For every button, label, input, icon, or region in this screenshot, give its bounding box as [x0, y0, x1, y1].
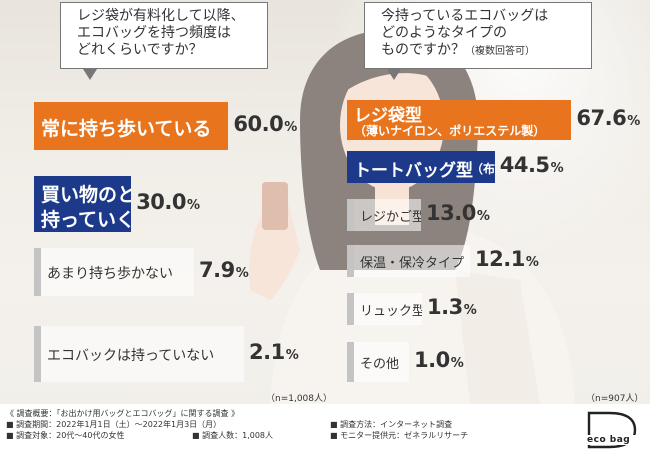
value-label: 7.9%: [199, 258, 249, 282]
bar-label: （薄いナイロン、ポリエステル製）: [354, 124, 546, 138]
bar-4: 保温・保冷タイプ: [347, 245, 470, 277]
bar-label: レジ袋型: [354, 106, 422, 126]
left-question-box: レジ袋が有料化して以降、 エコバッグを持つ頻度は どれくらいですか？: [60, 2, 268, 80]
footer-count: ■ 調査人数：1,008人: [192, 431, 274, 440]
bar-label: リュック型: [360, 304, 422, 319]
value-unit: %: [187, 198, 200, 213]
right-question-line-3: ものですか？: [381, 42, 465, 58]
value-unit: %: [284, 120, 297, 135]
value-number: 1.0: [414, 348, 450, 372]
value-unit: %: [476, 209, 490, 224]
value-label: 67.6%: [576, 106, 640, 130]
bar-label: エコバックは持っていない: [47, 348, 215, 364]
left-question-line-1: レジ袋が有料化して以降、: [77, 8, 245, 24]
value-number: 13.0: [426, 201, 476, 225]
bar-label: その他: [360, 357, 400, 372]
eco-bag-logo-text: eco bag: [587, 435, 631, 445]
value-number: 67.6: [576, 106, 627, 130]
value-unit: %: [627, 114, 640, 129]
value-label: 30.0%: [136, 190, 200, 214]
value-number: 1.3: [427, 295, 463, 319]
value-label: 60.0%: [233, 112, 297, 136]
bar-3: レジかご型: [347, 199, 421, 231]
value-unit: %: [463, 303, 477, 318]
value-label: 2.1%: [249, 340, 299, 364]
eco-bag-logo: eco bag: [583, 411, 639, 453]
value-number: 12.1: [475, 247, 525, 271]
value-number: 44.5: [499, 153, 550, 177]
survey-footer: 《 調査概要：「お出かけ用バッグとエコバッグ」に関する調査 》 ■ 調査期間：2…: [0, 404, 650, 450]
bar-label: 持っていく: [41, 209, 132, 231]
bar-2: トートバッグ型（布製）: [347, 151, 495, 183]
value-label: 1.3%: [427, 295, 477, 319]
footer-provider: ■ モニター提供元：ゼネラルリサーチ: [330, 431, 469, 440]
value-label: 44.5%: [499, 153, 564, 177]
right-question-line-2: どのようなタイプの: [381, 25, 507, 41]
value-unit: %: [450, 356, 464, 371]
bar-label: 常に持ち歩いている: [41, 118, 212, 140]
right-question-suffix: （複数回答可）: [465, 46, 535, 57]
footer-method: ■ 調査方法：インターネット調査: [330, 420, 453, 429]
value-label: 1.0%: [414, 348, 464, 372]
bar-5: リュック型: [347, 293, 422, 325]
left-sample-size: （n=1,008人）: [266, 394, 333, 404]
value-unit: %: [235, 266, 249, 281]
right-sample-size: （n=907人）: [586, 394, 644, 404]
value-number: 30.0: [136, 190, 187, 214]
right-question-line-1: 今持っているエコバッグは: [381, 8, 549, 24]
bar-4: エコバックは持っていない: [34, 326, 244, 382]
value-unit: %: [525, 255, 539, 270]
bar-6: その他: [347, 342, 409, 382]
bar-2: 買い物のときのみ持っていく: [34, 176, 132, 232]
footer-target: ■ 調査対象：20代～40代の女性: [6, 431, 125, 440]
value-number: 2.1: [249, 340, 285, 364]
left-question-line-2: エコバッグを持つ頻度は: [77, 25, 231, 41]
value-unit: %: [285, 348, 299, 363]
left-question-line-3: どれくらいですか？: [77, 42, 203, 58]
eco-bag-logo-mark: [583, 411, 639, 449]
left-question-pointer: [83, 69, 97, 80]
bar-label: トートバッグ型: [354, 161, 473, 181]
bar-3: あまり持ち歩かない: [34, 248, 194, 296]
value-number: 60.0: [233, 112, 284, 136]
right-question-box: 今持っているエコバッグは どのようなタイプの ものですか？（複数回答可）: [364, 2, 592, 80]
bar-label: （布製）: [471, 162, 495, 176]
bar-label: 保温・保冷タイプ: [360, 256, 465, 271]
bar-1: 常に持ち歩いている: [34, 102, 229, 150]
bar-label: レジかご型: [360, 210, 421, 225]
bar-label: 買い物のときのみ: [41, 184, 132, 206]
footer-overview: 《 調査概要：「お出かけ用バッグとエコバッグ」に関する調査 》: [6, 409, 240, 418]
value-number: 7.9: [199, 258, 235, 282]
value-label: 12.1%: [475, 247, 539, 271]
value-label: 13.0%: [426, 201, 490, 225]
right-question-pointer: [387, 69, 401, 80]
value-unit: %: [550, 161, 564, 176]
bar-label: あまり持ち歩かない: [47, 266, 173, 282]
footer-period: ■ 調査期間：2022年1月1日（土）～2022年1月3日（月）: [6, 420, 222, 429]
bar-1: レジ袋型 （薄いナイロン、ポリエステル製）: [347, 100, 572, 140]
